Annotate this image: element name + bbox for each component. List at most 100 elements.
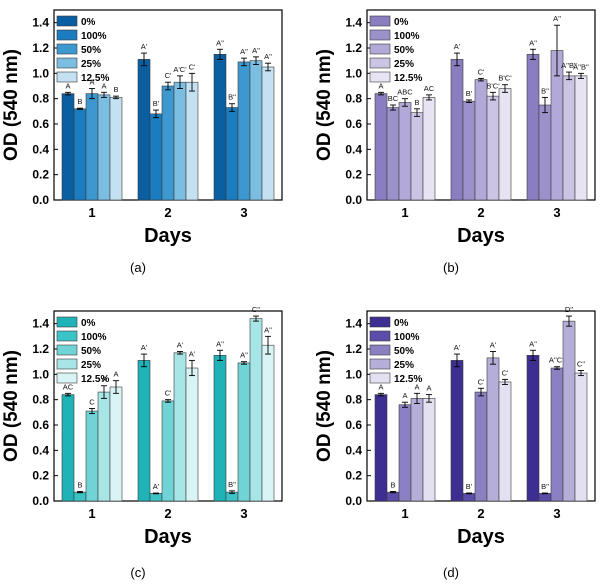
significance-label: C' [165,389,172,398]
bar [225,107,239,201]
x-axis-label: Days [457,526,505,548]
significance-label: A' [490,341,497,350]
y-tick-label: 0.2 [345,168,362,182]
legend-swatch [56,316,78,328]
legend-swatch [56,71,78,83]
y-tick-label: 1.0 [345,367,362,381]
bar [526,54,540,201]
y-tick-label: 0.0 [345,494,362,508]
legend-label: 0% [394,318,409,329]
legend-label: 50% [81,45,101,56]
significance-label: A''C'' [549,356,566,365]
significance-label: B'C' [486,81,500,90]
bar [422,398,436,502]
significance-label: B'' [228,480,236,489]
significance-label: B [113,85,118,94]
bar [562,75,576,201]
legend-label: 100% [81,332,107,343]
legend-label: 50% [81,346,101,357]
significance-label: C' [478,377,485,386]
bar [185,81,199,201]
legend-label: 25% [394,59,414,70]
y-tick-label: 0.8 [32,393,49,407]
significance-label: A'' [529,38,537,47]
bar [237,362,251,502]
legend-swatch [369,316,391,328]
significance-label: B [77,481,82,490]
y-tick-label: 0.2 [32,469,49,483]
legend-swatch [369,358,391,370]
significance-label: A' [454,42,461,51]
y-tick-label: 0.4 [32,443,49,457]
legend-label: 0% [81,17,96,28]
x-axis-label: Days [457,225,505,247]
significance-label: C' [165,71,172,80]
significance-label: A' [153,482,160,491]
x-axis-label: Days [144,526,192,548]
x-tick-label: 1 [401,506,408,521]
y-tick-label: 1.2 [345,41,362,55]
x-tick-label: 2 [477,506,484,521]
legend-label: 25% [81,59,101,70]
bar [97,391,111,502]
y-tick-label: 1.0 [32,367,49,381]
significance-label: A' [454,343,461,352]
legend-label: 12.5% [394,73,422,84]
significance-label: C' [189,62,196,71]
chart-panel-b: 0.0 0.2 0.4 0.6 0.8 1.0 1.2 1.4 OD (540 nm) 1 2 3 Da… [314,9,596,275]
panel-caption: (a) [130,260,146,275]
bar [161,85,175,201]
y-tick-label: 0.0 [32,494,49,508]
legend-label: 100% [394,31,420,42]
legend-swatch [56,57,78,69]
significance-label: C'' [577,360,586,369]
legend-label: 50% [394,45,414,56]
significance-label: A [113,370,118,379]
bar [261,344,275,502]
bar [85,93,99,201]
y-tick-label: 1.4 [32,317,49,331]
significance-label: A''B'' [573,62,589,71]
legend-swatch [369,57,391,69]
bar [213,355,227,502]
significance-label: A'' [529,339,537,348]
significance-label: C [89,398,95,407]
legend-swatch [56,358,78,370]
significance-label: A'C' [173,65,187,74]
bar [173,81,187,201]
y-tick-label: 0.4 [32,142,49,156]
bar [386,107,400,201]
x-axis-label: Days [144,225,192,247]
legend-swatch [369,29,391,41]
bar [462,100,476,201]
bar [562,320,576,502]
significance-label: B [77,97,82,106]
bar [137,360,151,502]
panel-caption: (b) [443,260,459,275]
legend-label: 50% [394,346,414,357]
bar [474,79,488,201]
legend-label: 25% [394,360,414,371]
legend-swatch [56,29,78,41]
significance-label: A [402,391,407,400]
bar [398,404,412,502]
y-tick-label: 0.2 [345,469,362,483]
bar [450,59,464,201]
y-tick-label: 0.4 [345,443,362,457]
bar [161,400,175,502]
y-axis-label: OD (540 nm) [1,49,22,161]
legend-swatch [56,15,78,27]
bar [374,394,388,502]
bar [73,491,87,502]
significance-label: A'' [252,46,260,55]
significance-label: B' [466,482,473,491]
x-tick-label: 3 [240,205,247,220]
y-tick-label: 1.4 [345,16,362,30]
significance-label: B'' [228,93,236,102]
legend-swatch [369,71,391,83]
x-tick-label: 1 [401,205,408,220]
y-tick-label: 0.8 [345,393,362,407]
bar [550,367,564,502]
legend-swatch [56,344,78,356]
significance-label: C' [478,67,485,76]
